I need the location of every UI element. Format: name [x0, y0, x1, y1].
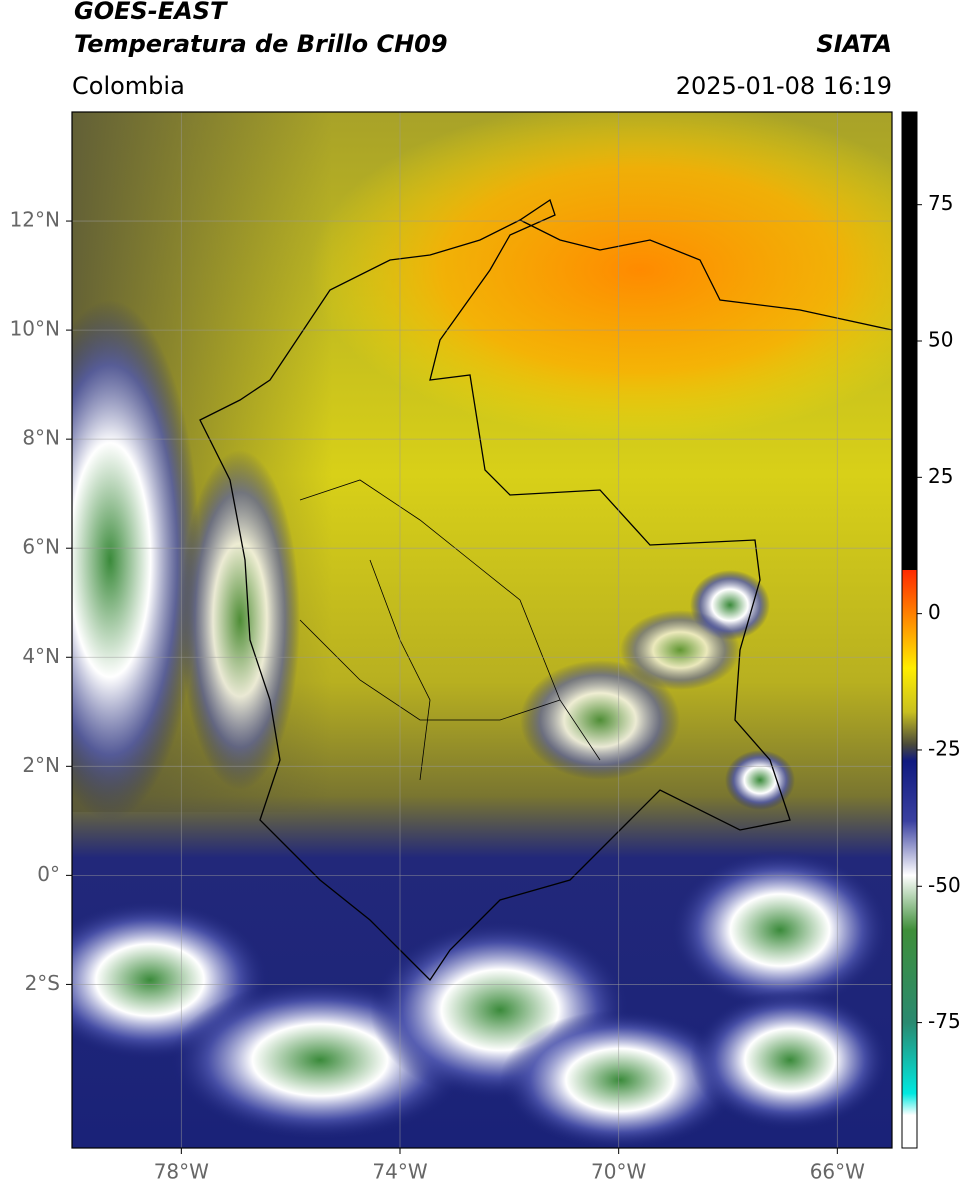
lon-tick-label: 66°W	[810, 1160, 865, 1184]
subtitle: Temperatura de Brillo CH09	[74, 30, 448, 58]
lon-tick-label: 78°W	[154, 1160, 209, 1184]
colorbar-tick-label: -75	[928, 1009, 961, 1033]
colorbar-tick-label: -50	[928, 873, 961, 897]
imagery	[72, 112, 892, 1148]
lat-tick-label: 2°N	[22, 753, 60, 777]
region: Colombia	[72, 72, 185, 100]
lat-tick-label: 6°N	[22, 535, 60, 559]
graticule	[72, 112, 892, 1148]
lat-tick-label: 10°N	[10, 317, 60, 341]
lat-tick-label: 0°	[37, 862, 60, 886]
colorbar-tick-label: 50	[928, 328, 953, 352]
colorbar-tick-label: -25	[928, 736, 961, 760]
colorbar-tick-label: 75	[928, 191, 953, 215]
timestamp: 2025-01-08 16:19	[676, 72, 892, 100]
lat-tick-label: 2°S	[25, 971, 60, 995]
title: GOES-EAST	[74, 0, 228, 25]
lon-tick-label: 70°W	[591, 1160, 646, 1184]
lon-tick-label: 74°W	[372, 1160, 427, 1184]
colorbar-tick-label: 0	[928, 600, 941, 624]
colorbar-tick-label: 25	[928, 464, 953, 488]
colorbar	[901, 111, 918, 1149]
lat-tick-label: 12°N	[10, 208, 60, 232]
map-frame	[71, 111, 893, 1149]
lat-tick-label: 8°N	[22, 426, 60, 450]
lat-tick-label: 4°N	[22, 644, 60, 668]
source: SIATA	[816, 30, 892, 58]
